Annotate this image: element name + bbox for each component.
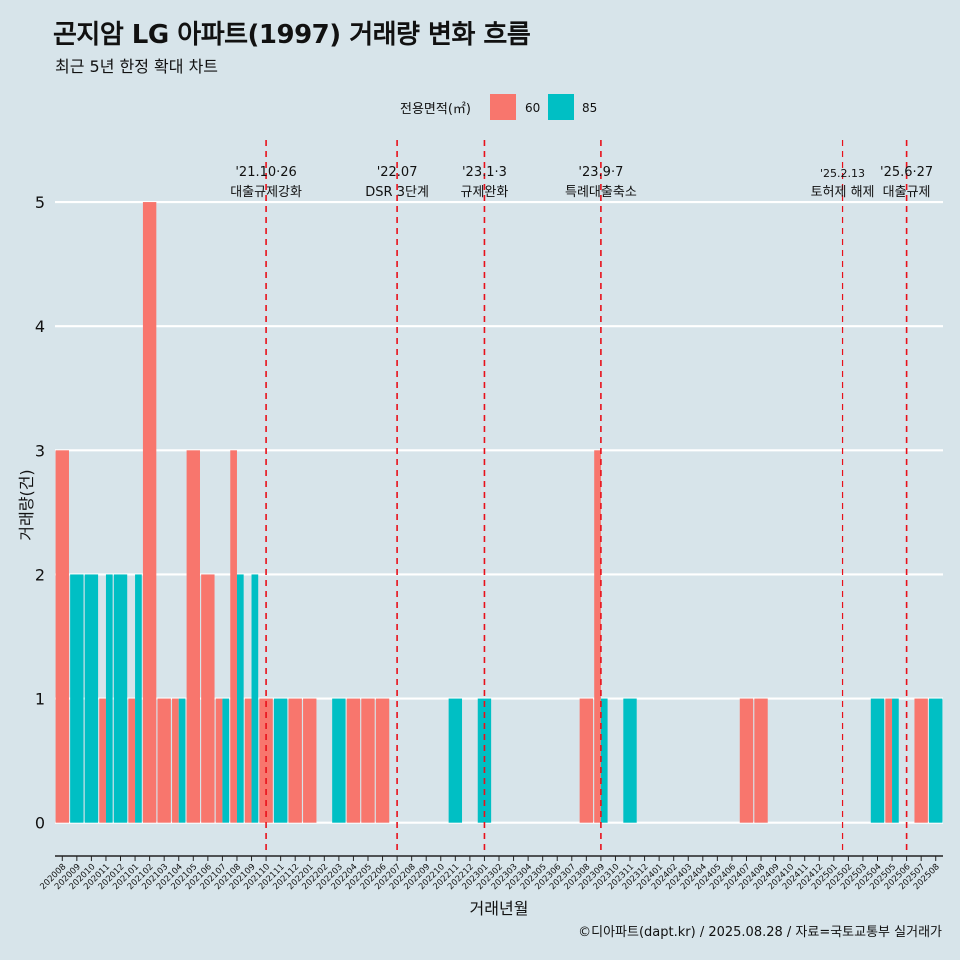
event-label: 특례대출축소 <box>565 185 637 200</box>
bar-60-202107 <box>215 698 223 823</box>
bar-60-202204 <box>346 698 361 823</box>
y-axis-title: 거래량(건) <box>17 469 36 540</box>
bar-60-202408 <box>754 698 768 823</box>
source-caption: ©디아파트(dapt.kr) / 2025.08.28 / 자료=국토교통부 실… <box>578 925 942 940</box>
bar-85-202012 <box>113 574 128 823</box>
bar-85-202505 <box>892 698 899 823</box>
legend-swatch-60 <box>490 94 516 120</box>
bar-85-202107 <box>222 698 230 823</box>
bar-85-202010 <box>84 574 99 823</box>
bar-85-202011 <box>105 574 113 823</box>
bar-85-202104 <box>178 698 186 823</box>
y-tick-label: 1 <box>35 690 45 709</box>
legend-title: 전용면적(㎡) <box>400 102 471 117</box>
y-tick-label: 3 <box>35 441 45 460</box>
bar-60-202108 <box>230 450 237 823</box>
bar-60-202109 <box>244 698 252 823</box>
bar-60-202101 <box>128 698 136 823</box>
legend-label-85: 85 <box>582 101 597 115</box>
bar-60-202505 <box>885 698 893 823</box>
y-tick-label: 0 <box>35 814 45 833</box>
bar-85-202211 <box>448 698 463 823</box>
bar-85-202309 <box>600 698 608 823</box>
chart-subtitle: 최근 5년 한정 확대 차트 <box>55 57 219 76</box>
event-date: '22.07 <box>377 165 418 180</box>
event-label: 대출규제 <box>883 185 931 200</box>
bar-60-202011 <box>99 698 106 823</box>
bar-85-202504 <box>870 698 885 823</box>
bar-60-202112 <box>288 698 302 823</box>
bar-85-202311 <box>623 698 637 823</box>
bar-60-202308 <box>579 698 594 823</box>
event-label: 토허제 해제 <box>811 185 875 200</box>
event-lines: '21.10·26 대출규제강화 '22.07 DSR 3단계 '23.1·3 규제완화 '… <box>230 140 933 850</box>
bars <box>55 202 943 823</box>
bar-85-202009 <box>70 574 84 823</box>
bar-85-202108 <box>236 574 244 823</box>
y-tick-label: 2 <box>35 565 45 584</box>
event-date: '25.6·27 <box>880 165 933 180</box>
legend-swatch-85 <box>548 94 574 120</box>
bar-85-202111 <box>273 698 288 823</box>
bar-60-202008 <box>55 450 69 823</box>
event-date: '23.1·3 <box>462 165 507 180</box>
bar-60-202103 <box>157 698 171 823</box>
bar-60-202206 <box>375 698 390 823</box>
chart-title: 곤지암 LG 아파트(1997) 거래량 변화 흐름 <box>53 20 531 50</box>
event-date: '21.10·26 <box>235 165 296 180</box>
event-label: 대출규제강화 <box>230 185 302 200</box>
bar-85-202101 <box>135 574 142 823</box>
event-date: '23.9·7 <box>578 165 623 180</box>
bar-60-202309 <box>594 450 601 823</box>
bar-60-202106 <box>201 574 215 823</box>
bar-60-202105 <box>186 450 200 823</box>
event-label: DSR 3단계 <box>365 185 429 200</box>
bar-85-202109 <box>251 574 259 823</box>
bar-60-202407 <box>739 698 754 823</box>
bar-60-202507 <box>914 698 928 823</box>
event-label: 규제완화 <box>461 185 509 200</box>
grid-lines <box>55 200 943 824</box>
bar-85-202508 <box>929 698 943 823</box>
bar-85-202203 <box>332 698 346 823</box>
bar-60-202102 <box>142 202 157 823</box>
event-date: '25.2.13 <box>820 167 865 180</box>
y-tick-label: 4 <box>35 317 45 336</box>
legend: 전용면적(㎡) 60 85 <box>400 94 597 120</box>
bar-60-202205 <box>361 698 375 823</box>
y-tick-label: 5 <box>35 193 45 212</box>
bar-60-202201 <box>303 698 317 823</box>
bar-60-202104 <box>172 698 179 823</box>
x-axis-title: 거래년월 <box>470 899 529 918</box>
legend-label-60: 60 <box>525 101 540 115</box>
